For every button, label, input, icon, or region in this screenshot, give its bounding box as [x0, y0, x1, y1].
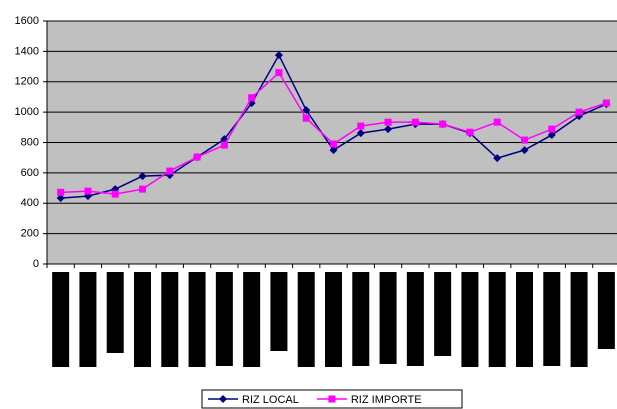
- marker: [575, 108, 583, 116]
- marker: [466, 128, 474, 136]
- y-tick-label: 1200: [15, 76, 39, 88]
- marker: [439, 120, 447, 128]
- marker: [220, 141, 228, 149]
- marker: [520, 146, 529, 155]
- redacted-label: [543, 272, 561, 366]
- redacted-label: [570, 272, 588, 367]
- redacted-label: [215, 272, 233, 366]
- y-tick-label: 0: [33, 258, 39, 270]
- y-tick-label: 1400: [15, 45, 39, 57]
- legend-label: RIZ IMPORTE: [351, 394, 422, 406]
- redacted-label: [161, 272, 179, 367]
- marker: [547, 131, 556, 140]
- y-tick-label: 600: [21, 167, 39, 179]
- redacted-label: [516, 272, 533, 367]
- marker: [111, 190, 119, 198]
- marker: [493, 154, 502, 163]
- redacted-label: [106, 272, 124, 353]
- marker: [384, 125, 393, 134]
- marker: [139, 185, 146, 193]
- marker: [56, 194, 65, 203]
- marker: [193, 153, 201, 161]
- y-tick-label: 800: [21, 136, 39, 148]
- redacted-label: [134, 272, 151, 367]
- y-tick-label: 200: [21, 228, 39, 240]
- legend-label: RIZ LOCAL: [242, 394, 299, 406]
- marker: [329, 146, 338, 155]
- marker: [248, 94, 256, 102]
- marker: [548, 125, 556, 133]
- redacted-label: [379, 272, 397, 364]
- marker: [493, 118, 501, 126]
- marker: [330, 140, 337, 148]
- marker: [357, 122, 365, 130]
- redacted-label: [352, 272, 370, 366]
- y-tick-label: 1600: [15, 15, 39, 27]
- marker: [219, 395, 227, 403]
- redacted-label: [597, 272, 615, 349]
- redacted-label: [434, 272, 452, 356]
- redacted-label: [325, 272, 342, 367]
- marker: [411, 118, 419, 126]
- redacted-label: [188, 272, 206, 367]
- marker: [384, 118, 392, 126]
- redacted-label: [406, 272, 424, 366]
- marker: [356, 129, 365, 138]
- y-tick-label: 400: [21, 197, 39, 209]
- marker: [57, 188, 65, 196]
- redacted-label: [461, 272, 479, 367]
- y-tick-label: 1000: [15, 106, 39, 118]
- marker: [166, 167, 174, 175]
- marker: [602, 99, 610, 107]
- redacted-label: [79, 272, 97, 367]
- redacted-label: [270, 272, 288, 351]
- marker: [302, 114, 310, 122]
- marker: [274, 51, 283, 60]
- marker: [328, 395, 336, 403]
- marker: [275, 69, 283, 77]
- redacted-label: [488, 272, 506, 367]
- redacted-label: [297, 272, 315, 367]
- marker: [138, 172, 147, 181]
- redacted-label: [52, 272, 70, 367]
- redacted-label: [243, 272, 261, 367]
- marker: [521, 136, 528, 144]
- marker: [302, 106, 311, 115]
- marker: [84, 187, 92, 195]
